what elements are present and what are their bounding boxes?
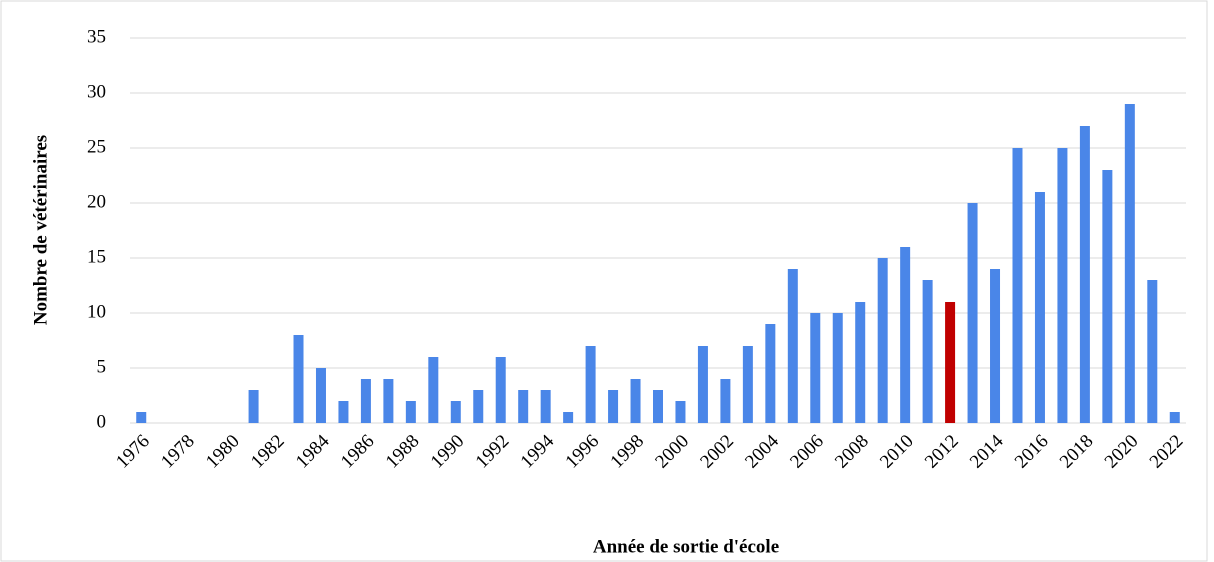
bar bbox=[832, 313, 843, 423]
bar bbox=[675, 401, 686, 423]
x-tick-label: 2022 bbox=[1146, 431, 1188, 473]
bar bbox=[787, 269, 798, 423]
bar bbox=[428, 357, 439, 423]
bar bbox=[630, 379, 641, 423]
bar bbox=[360, 379, 371, 423]
bar bbox=[1169, 412, 1180, 423]
bar bbox=[967, 203, 978, 423]
bar bbox=[1034, 192, 1045, 423]
x-tick-label: 2006 bbox=[786, 431, 828, 473]
bar bbox=[405, 401, 416, 423]
x-tick-label: 1996 bbox=[561, 431, 603, 473]
y-tick-label: 15 bbox=[87, 246, 106, 267]
x-tick-label: 2020 bbox=[1101, 431, 1143, 473]
x-tick-label: 2016 bbox=[1011, 431, 1053, 473]
x-tick-label: 1976 bbox=[112, 431, 154, 473]
bar bbox=[608, 390, 619, 423]
x-tick-label: 1986 bbox=[337, 431, 379, 473]
x-tick-label: 1988 bbox=[382, 431, 424, 473]
bar bbox=[248, 390, 259, 423]
y-tick-label: 20 bbox=[87, 191, 106, 212]
y-tick-label: 5 bbox=[97, 356, 107, 377]
x-tick-label: 1992 bbox=[472, 431, 514, 473]
bar bbox=[540, 390, 551, 423]
y-tick-label: 35 bbox=[87, 26, 106, 47]
x-tick-label: 1980 bbox=[202, 431, 244, 473]
bar bbox=[765, 324, 776, 423]
x-axis-label: Année de sortie d'école bbox=[593, 536, 779, 557]
bar bbox=[1057, 148, 1068, 423]
x-tick-label: 2014 bbox=[966, 430, 1008, 472]
bar bbox=[136, 412, 147, 423]
bar bbox=[653, 390, 663, 423]
bar bbox=[1079, 126, 1090, 423]
bar bbox=[922, 280, 933, 423]
bar bbox=[1124, 104, 1135, 423]
x-tick-label: 2000 bbox=[651, 431, 693, 473]
x-tick-label: 1984 bbox=[292, 430, 334, 472]
bar bbox=[315, 368, 326, 423]
bar bbox=[697, 346, 708, 423]
bar bbox=[855, 302, 866, 423]
bar bbox=[1012, 148, 1023, 423]
x-tick-label: 2002 bbox=[696, 431, 738, 473]
bar bbox=[810, 313, 821, 423]
x-tick-label: 2018 bbox=[1056, 431, 1098, 473]
bar bbox=[945, 302, 956, 423]
bar bbox=[720, 379, 731, 423]
x-tick-label: 1978 bbox=[157, 431, 199, 473]
x-tick-label: 1990 bbox=[427, 431, 469, 473]
bar bbox=[877, 258, 888, 423]
x-tick-label: 2010 bbox=[876, 431, 918, 473]
bar bbox=[900, 247, 911, 423]
y-tick-label: 10 bbox=[87, 301, 106, 322]
bar bbox=[742, 346, 753, 423]
y-tick-label: 0 bbox=[97, 411, 107, 432]
y-tick-label: 30 bbox=[87, 81, 106, 102]
bar bbox=[293, 335, 304, 423]
bar bbox=[473, 390, 484, 423]
x-tick-label: 2012 bbox=[921, 431, 963, 473]
x-tick-label: 1998 bbox=[606, 431, 648, 473]
bar bbox=[1102, 170, 1113, 423]
bar bbox=[1147, 280, 1158, 423]
y-tick-label: 25 bbox=[87, 136, 106, 157]
x-tick-label: 2004 bbox=[741, 430, 783, 472]
bar bbox=[585, 346, 596, 423]
x-tick-label: 1982 bbox=[247, 431, 289, 473]
bar bbox=[495, 357, 506, 423]
bar bbox=[450, 401, 461, 423]
bar bbox=[990, 269, 1001, 423]
bar bbox=[518, 390, 529, 423]
bar bbox=[338, 401, 349, 423]
x-tick-label: 1994 bbox=[517, 430, 559, 472]
y-axis-label: Nombre de vétérinaires bbox=[30, 135, 51, 325]
bar bbox=[563, 412, 574, 423]
bar bbox=[383, 379, 394, 423]
x-tick-label: 2008 bbox=[831, 431, 873, 473]
